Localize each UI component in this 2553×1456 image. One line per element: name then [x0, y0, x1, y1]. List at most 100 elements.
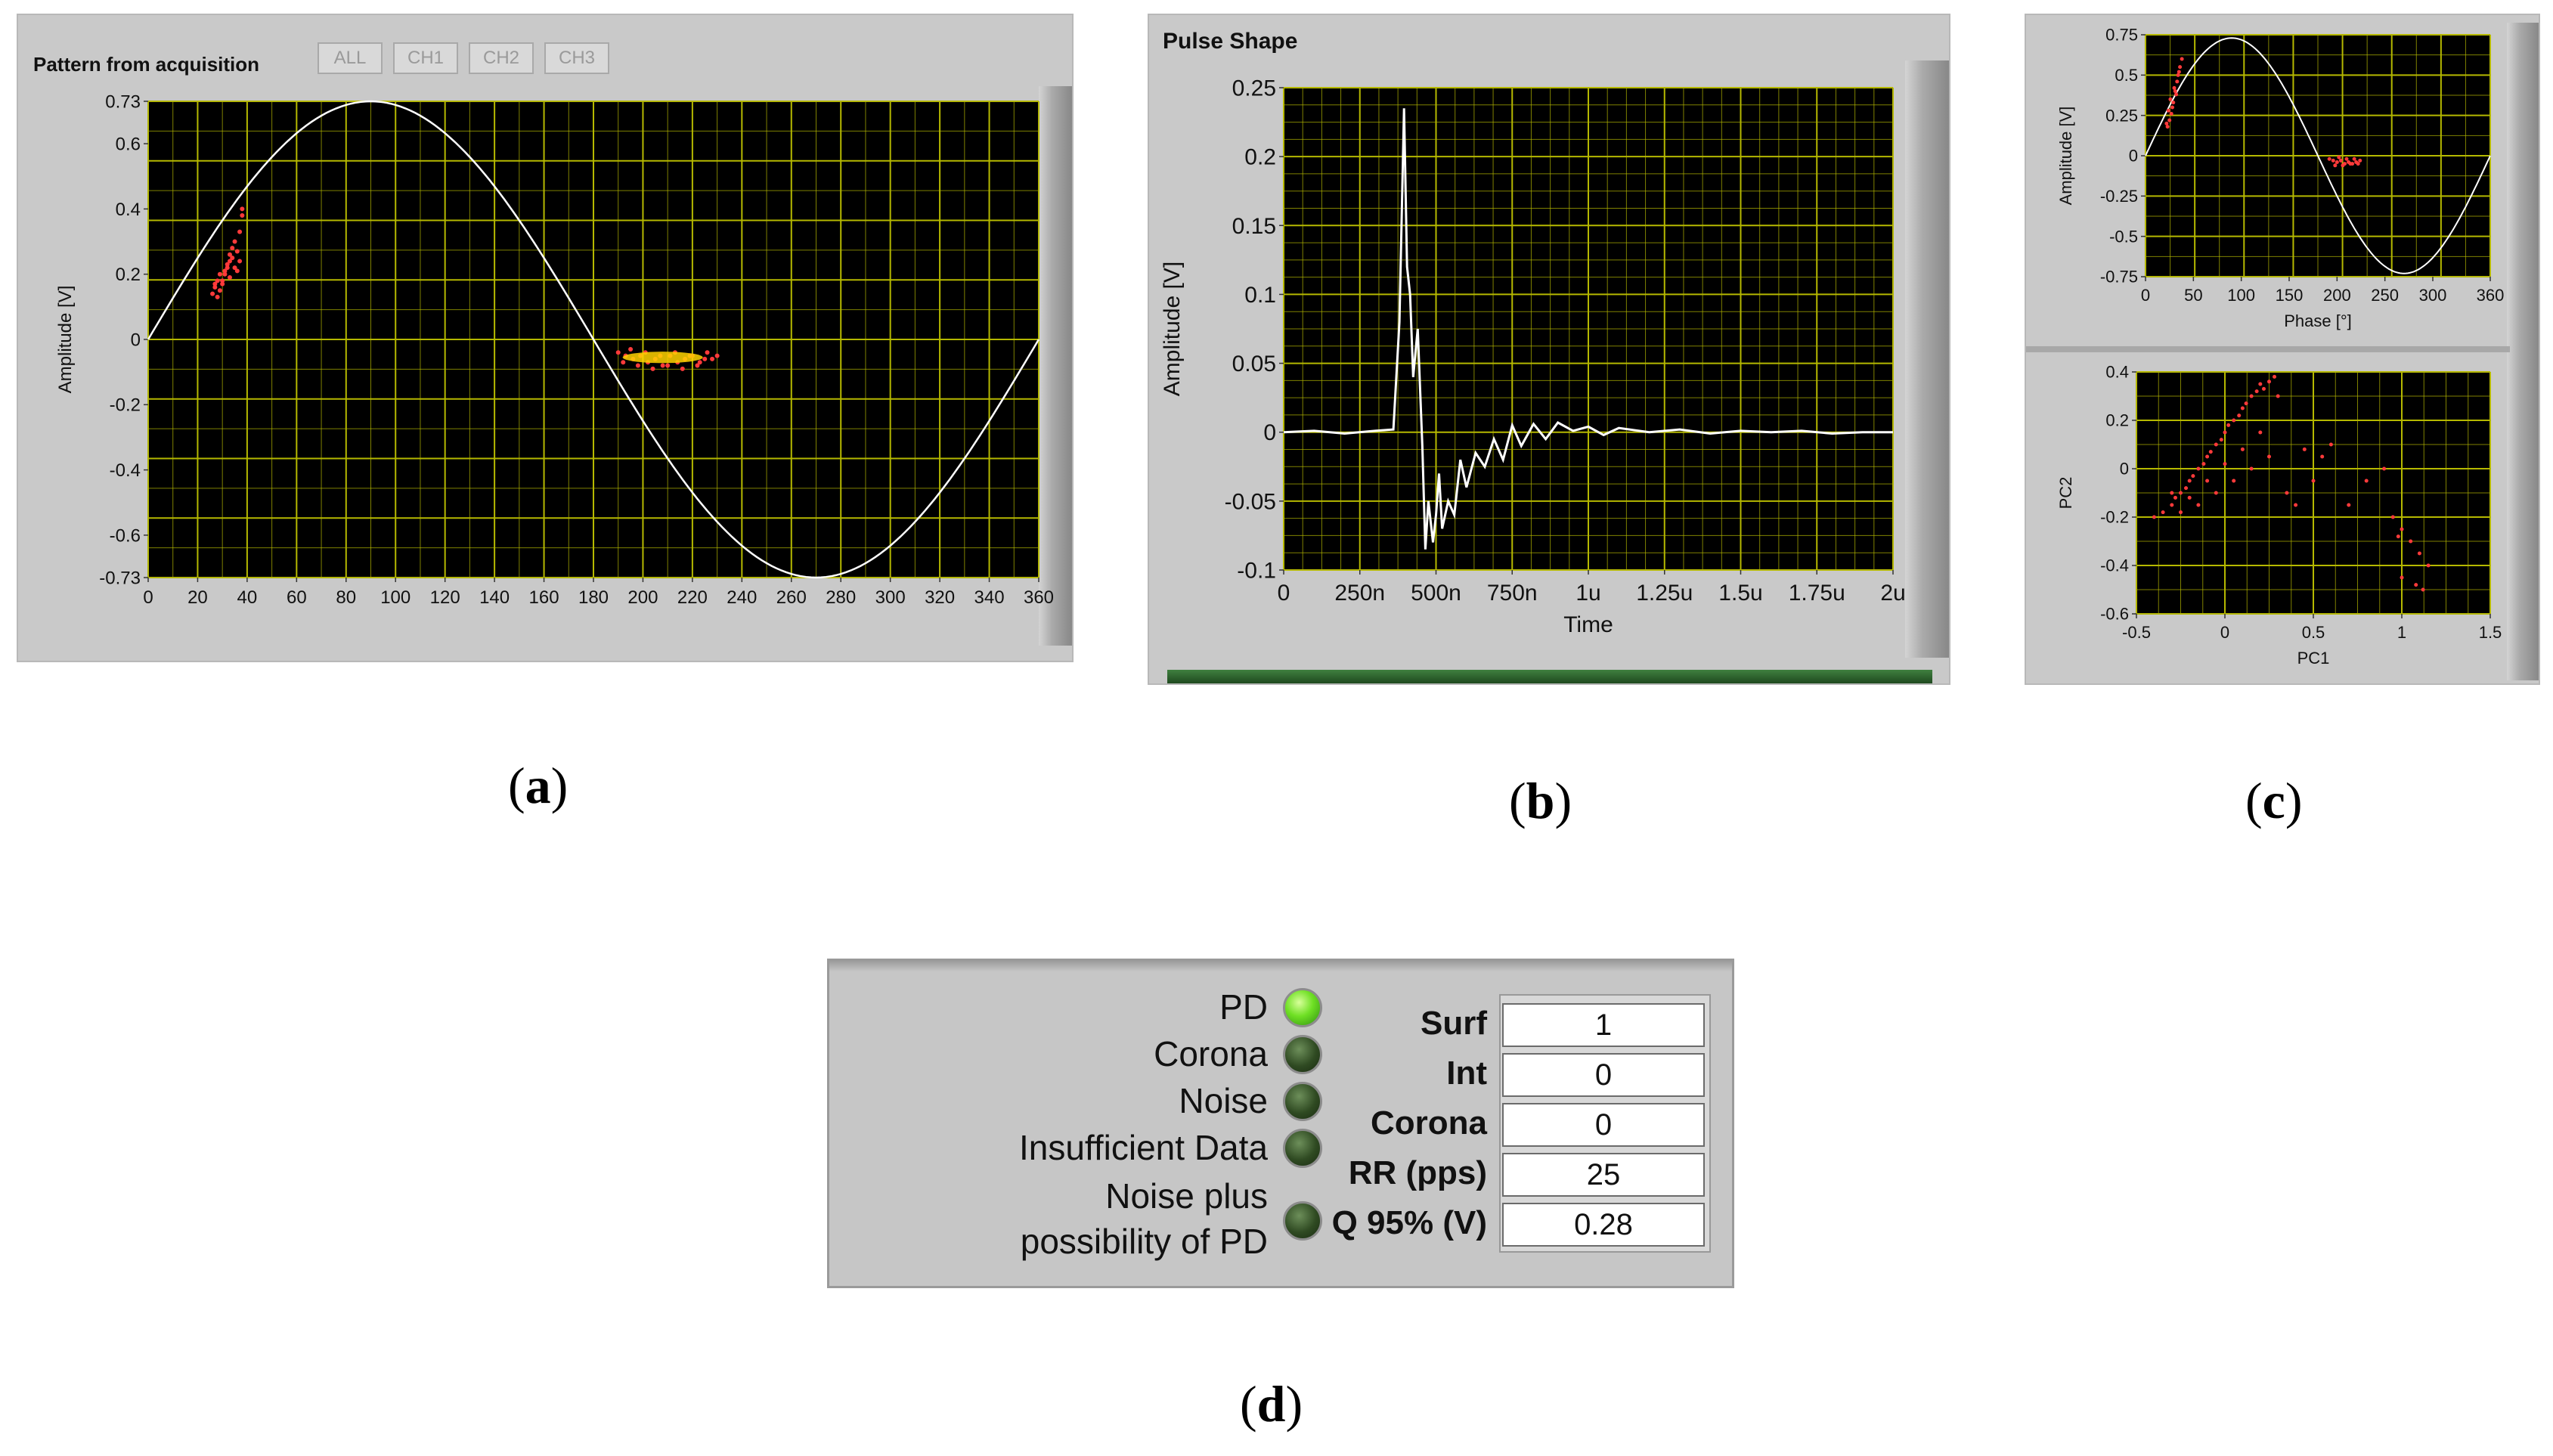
scatter-point	[2409, 539, 2413, 544]
scatter-point	[2173, 89, 2177, 94]
scatter-point	[2261, 386, 2266, 391]
phase-chart: 0 50 100 150 200 250 300 360 0.75 0.5 0.25 0 -0.25 -0…	[2056, 26, 2504, 330]
x-tick-label: 160	[529, 587, 559, 608]
scatter-point	[2178, 65, 2183, 70]
x-tick-label: 140	[479, 587, 510, 608]
y-tick-label: -0.2	[2100, 508, 2129, 527]
scatter-point	[2223, 462, 2227, 466]
value-rr: 25	[1502, 1153, 1705, 1197]
scatter-point	[2337, 155, 2341, 160]
scatter-point	[2175, 79, 2180, 84]
scatter-point	[2180, 57, 2184, 61]
y-tick-label: 0.1	[1244, 283, 1276, 308]
scatter-point	[217, 271, 222, 277]
y-tick-label: -0.73	[99, 568, 141, 588]
noise-plus-pd-led-icon	[1283, 1201, 1322, 1241]
x-tick-label: 180	[578, 587, 609, 608]
scatter-point	[225, 262, 230, 267]
pattern-title: Pattern from acquisition	[33, 53, 260, 76]
scatter-point	[2169, 112, 2173, 116]
x-tick-label: 300	[875, 587, 906, 608]
y-tick-label: -0.6	[2100, 605, 2129, 624]
reference-sine-line	[2145, 37, 2491, 274]
x-tick-label: 200	[627, 587, 658, 608]
x-tick-label: 1.75u	[1789, 581, 1845, 606]
value-corona: 0	[1502, 1103, 1705, 1147]
scatter-point	[2285, 491, 2289, 495]
x-tick-label: 20	[187, 587, 208, 608]
scatter-point	[650, 366, 655, 371]
channel-button-ch3[interactable]: CH3	[544, 42, 609, 74]
scatter-point	[695, 363, 700, 368]
scatter-point	[2172, 85, 2177, 90]
caption-b: (b)	[1509, 772, 1572, 829]
y-tick-label: 0.2	[1244, 145, 1276, 170]
scatter-point	[710, 356, 715, 361]
scatter-point	[2258, 382, 2263, 386]
x-tick-label: 100	[380, 587, 411, 608]
scatter-point	[2166, 108, 2170, 113]
indicator-label-noise-plus-2: possibility of PD	[1020, 1222, 1268, 1261]
scatter-point	[232, 265, 237, 271]
scatter-point	[2341, 163, 2345, 168]
scatter-point	[2196, 466, 2201, 471]
scatter-point	[2219, 438, 2223, 442]
y-axis-label: PC2	[2056, 477, 2075, 510]
scatter-point	[714, 353, 720, 358]
progress-bar	[1167, 670, 1932, 683]
scatter-point	[2382, 466, 2387, 471]
caption-c: (c)	[2245, 772, 2303, 829]
x-tick-label: -0.5	[2122, 623, 2151, 642]
x-tick-label: 250n	[1334, 581, 1385, 606]
y-tick-label: 0.2	[116, 265, 141, 285]
scatter-point	[2426, 563, 2431, 568]
y-tick-label: -0.25	[2100, 187, 2138, 206]
scatter-point	[2414, 583, 2418, 587]
scatter-point	[2191, 474, 2195, 479]
x-tick-label: 0	[2141, 286, 2150, 305]
x-tick-label: 0	[143, 587, 153, 608]
x-tick-label: 1.25u	[1636, 581, 1693, 606]
scatter-point	[702, 356, 708, 361]
scatter-point	[227, 275, 232, 280]
scatter-point	[697, 360, 702, 365]
indicator-label-pd: PD	[1219, 987, 1268, 1027]
y-tick-label: 0.05	[1232, 352, 1276, 376]
scatter-point	[2168, 97, 2173, 101]
scatter-point	[212, 284, 218, 290]
channel-button-all[interactable]: ALL	[318, 42, 383, 74]
x-tick-label: 80	[336, 587, 356, 608]
scatter-point	[2302, 447, 2307, 451]
y-tick-label: 0	[2120, 460, 2129, 479]
scatter-point	[2205, 479, 2210, 483]
indicator-label-noise-plus-1: Noise plus	[1105, 1176, 1268, 1216]
pulse-chart: 0 250n 500n 750n 1u 1.25u 1.5u 1.75u 2u 0.25 0.2 0.…	[1160, 76, 1906, 638]
y-axis-label: Amplitude [V]	[2056, 107, 2075, 206]
scatter-point	[2161, 510, 2165, 515]
x-tick-label: 100	[2227, 286, 2255, 305]
scatter-point	[222, 268, 228, 274]
x-tick-label: 750n	[1487, 581, 1538, 606]
scatter-point	[2400, 575, 2404, 580]
channel-button-ch1[interactable]: CH1	[393, 42, 458, 74]
scatter-point	[2421, 587, 2425, 592]
value-label-corona: Corona	[1371, 1104, 1487, 1142]
scatter-point	[2152, 515, 2156, 519]
scatter-point	[2176, 73, 2180, 77]
channel-button-ch2[interactable]: CH2	[469, 42, 534, 74]
scatter-point	[2327, 156, 2331, 161]
y-tick-label: 0.25	[1232, 76, 1276, 101]
value-label-rr: RR (pps)	[1348, 1154, 1487, 1191]
x-tick-label: 360	[1024, 587, 1054, 608]
x-tick-label: 220	[677, 587, 708, 608]
y-tick-label: 0	[2129, 147, 2138, 166]
scatter-point	[230, 246, 235, 251]
value-label-surf: Surf	[1421, 1005, 1487, 1042]
scatter-point	[2226, 423, 2231, 427]
x-axis-label: Phase [°]	[2284, 311, 2352, 330]
pca-chart: -0.5 0 0.5 1 1.5 0.4 0.2 0 -0.2 -0.4 -0.6 PC2 PC1	[2056, 363, 2502, 668]
scatter-point	[2214, 491, 2218, 495]
x-tick-label: 40	[237, 587, 258, 608]
y-tick-label: 0.6	[116, 134, 141, 154]
y-tick-label: 0.4	[2105, 363, 2129, 382]
